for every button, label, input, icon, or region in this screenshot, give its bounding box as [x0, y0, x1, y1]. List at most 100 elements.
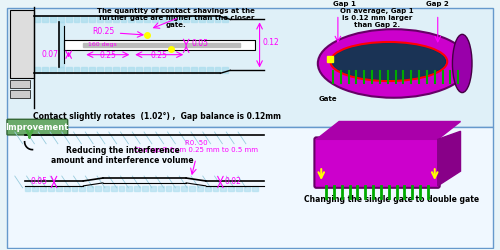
Text: 160 degs: 160 degs: [88, 42, 117, 47]
Polygon shape: [136, 68, 142, 73]
Polygon shape: [168, 16, 173, 22]
Polygon shape: [220, 186, 226, 191]
Text: Gate: Gate: [318, 96, 337, 102]
Polygon shape: [42, 68, 48, 73]
Text: The quantity of contact shavings at the
further gate are higher than the closer
: The quantity of contact shavings at the …: [98, 8, 256, 28]
Text: Contact slightly rotates  (1.02°) ,  Gap balance is 0.12mm: Contact slightly rotates (1.02°) , Gap b…: [33, 112, 281, 121]
Text: R0. 50
Change R from 0.25 mm to 0.5 mm: R0. 50 Change R from 0.25 mm to 0.5 mm: [134, 140, 258, 152]
Polygon shape: [128, 68, 134, 73]
Polygon shape: [166, 186, 172, 191]
Polygon shape: [191, 16, 197, 22]
Polygon shape: [228, 186, 234, 191]
Polygon shape: [199, 16, 204, 22]
Polygon shape: [97, 16, 103, 22]
Polygon shape: [191, 68, 197, 73]
Polygon shape: [120, 68, 126, 73]
Polygon shape: [128, 16, 134, 22]
Ellipse shape: [452, 34, 472, 92]
Polygon shape: [197, 186, 203, 191]
Polygon shape: [34, 16, 40, 22]
Polygon shape: [176, 16, 182, 22]
Polygon shape: [144, 68, 150, 73]
Text: Gap 2: Gap 2: [426, 1, 449, 7]
Polygon shape: [214, 16, 220, 22]
Polygon shape: [24, 186, 30, 191]
Polygon shape: [152, 16, 158, 22]
Polygon shape: [80, 186, 86, 191]
Polygon shape: [214, 68, 220, 73]
Polygon shape: [316, 122, 460, 139]
Polygon shape: [48, 186, 54, 191]
Polygon shape: [82, 16, 87, 22]
Polygon shape: [64, 40, 254, 50]
Polygon shape: [438, 131, 460, 186]
Polygon shape: [183, 68, 189, 73]
Polygon shape: [10, 80, 29, 88]
Polygon shape: [105, 16, 111, 22]
Polygon shape: [236, 186, 242, 191]
Polygon shape: [84, 43, 240, 47]
Polygon shape: [40, 186, 46, 191]
FancyBboxPatch shape: [7, 119, 68, 135]
Polygon shape: [152, 68, 158, 73]
Text: On average, Gap 1
is 0.12 mm larger
than Gap 2.: On average, Gap 1 is 0.12 mm larger than…: [340, 8, 414, 28]
Polygon shape: [222, 68, 228, 73]
Polygon shape: [88, 186, 93, 191]
Polygon shape: [134, 186, 140, 191]
Polygon shape: [144, 16, 150, 22]
Polygon shape: [168, 68, 173, 73]
Polygon shape: [82, 68, 87, 73]
Text: 0.12: 0.12: [262, 38, 280, 47]
Polygon shape: [118, 186, 124, 191]
Polygon shape: [89, 68, 95, 73]
Polygon shape: [72, 186, 78, 191]
Text: 0.25: 0.25: [100, 50, 116, 59]
Polygon shape: [10, 90, 29, 98]
Text: 0.05: 0.05: [30, 177, 47, 186]
Polygon shape: [74, 68, 80, 73]
Polygon shape: [58, 16, 64, 22]
Polygon shape: [182, 186, 187, 191]
Polygon shape: [103, 186, 109, 191]
Polygon shape: [58, 68, 64, 73]
Polygon shape: [66, 68, 71, 73]
Text: Reducing the interference
amount and interference volume: Reducing the interference amount and int…: [51, 146, 194, 165]
Polygon shape: [183, 16, 189, 22]
Polygon shape: [189, 186, 195, 191]
Polygon shape: [66, 16, 71, 22]
Bar: [7, 127, 492, 248]
Polygon shape: [112, 68, 118, 73]
Ellipse shape: [332, 43, 446, 80]
Polygon shape: [244, 186, 250, 191]
Polygon shape: [111, 186, 116, 191]
Polygon shape: [10, 10, 34, 78]
Text: Gap 1: Gap 1: [333, 1, 356, 7]
Polygon shape: [56, 186, 62, 191]
Text: 0.25: 0.25: [150, 50, 167, 59]
Polygon shape: [174, 186, 180, 191]
Polygon shape: [112, 16, 118, 22]
Polygon shape: [136, 16, 142, 22]
Polygon shape: [199, 68, 204, 73]
Polygon shape: [10, 70, 29, 78]
Polygon shape: [64, 186, 70, 191]
Polygon shape: [42, 16, 48, 22]
Polygon shape: [150, 186, 156, 191]
Text: 0.07: 0.07: [42, 50, 59, 59]
Polygon shape: [32, 186, 38, 191]
Polygon shape: [34, 68, 40, 73]
Text: 0.05: 0.05: [191, 39, 208, 48]
Ellipse shape: [318, 29, 470, 98]
Polygon shape: [120, 16, 126, 22]
Polygon shape: [89, 16, 95, 22]
Polygon shape: [59, 22, 64, 68]
Polygon shape: [204, 186, 210, 191]
Polygon shape: [206, 16, 212, 22]
Polygon shape: [142, 186, 148, 191]
Polygon shape: [160, 16, 166, 22]
Polygon shape: [160, 68, 166, 73]
Polygon shape: [252, 186, 258, 191]
Polygon shape: [105, 68, 111, 73]
Polygon shape: [97, 68, 103, 73]
Polygon shape: [222, 16, 228, 22]
